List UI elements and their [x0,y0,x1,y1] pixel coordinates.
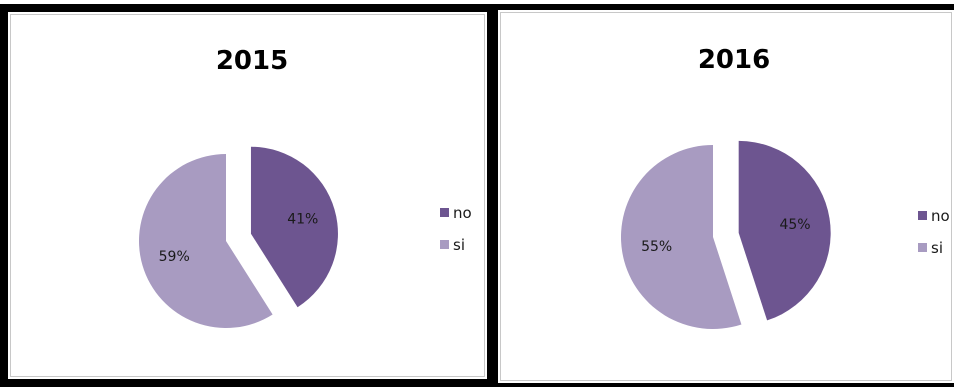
pie-slice-no [250,146,338,308]
data-label-no: 41% [287,212,318,228]
legend-swatch-no [440,208,449,217]
legend-label-no: no [931,207,950,225]
pie-slices: 41% 59% [139,146,338,329]
chart-title: 2015 [216,46,288,76]
data-label-si: 55% [641,239,672,255]
pie-chart-2016: 2016 45% 55% no si [620,45,950,330]
legend-swatch-si [918,243,927,252]
chart-panel-2016: 2016 45% 55% no si [494,4,954,387]
data-label-no: 45% [779,217,810,233]
legend-label-si: si [931,239,943,257]
legend-label-no: no [453,204,472,222]
chart-title: 2016 [698,45,770,75]
pie-slice-si [620,145,742,330]
chart-panel-2015: 2015 41% 59% no si [0,4,494,387]
legend: no si [918,207,950,257]
pie-slices: 45% 55% [620,140,831,330]
pie-slice-si [139,154,273,329]
pie-chart-2015: 2015 41% 59% no si [139,46,472,329]
data-label-si: 59% [159,249,190,265]
pie-slice-no [738,140,831,321]
legend-label-si: si [453,236,465,254]
legend: no si [440,204,472,254]
legend-swatch-no [918,211,927,220]
legend-swatch-si [440,240,449,249]
